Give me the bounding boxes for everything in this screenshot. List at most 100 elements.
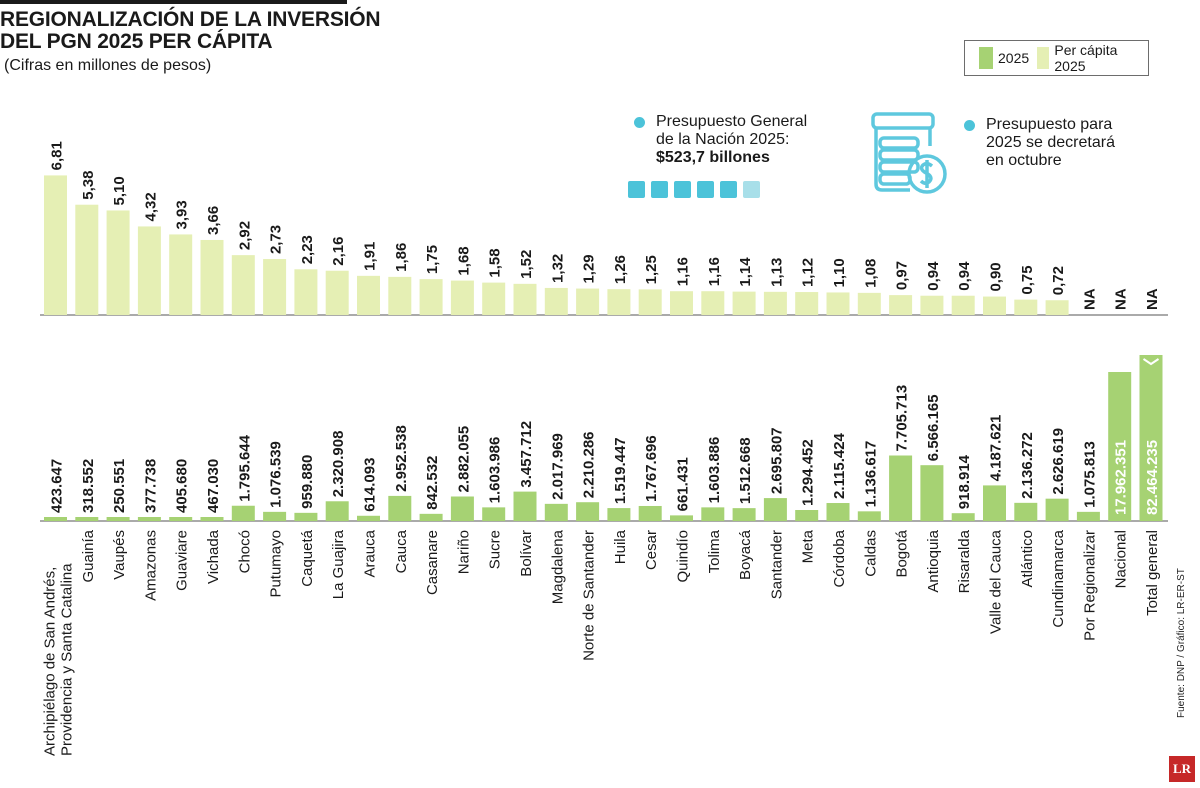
category-label: Bolívar — [518, 530, 535, 577]
percapita-bar — [826, 292, 850, 315]
total-bar — [1045, 498, 1069, 521]
percapita-bar — [75, 204, 99, 315]
total-label: 2.017.969 — [549, 433, 566, 500]
percapita-label: 1,86 — [393, 243, 410, 272]
percapita-bar — [857, 292, 881, 315]
total-label: 377.738 — [142, 459, 159, 513]
total-bar — [983, 485, 1006, 521]
total-label: 1.294.452 — [800, 439, 817, 506]
total-bar — [826, 503, 850, 521]
percapita-label: 1,52 — [518, 250, 535, 279]
total-bar — [325, 501, 349, 521]
money-jar-icon — [871, 112, 947, 194]
category-label: Guaviare — [174, 530, 191, 591]
total-label: 6.566.165 — [925, 394, 942, 461]
source-note: Fuente: DNP / Gráfico: LR-ER-ST — [1176, 568, 1187, 718]
category-label: Santander — [768, 530, 785, 599]
total-bar — [388, 495, 412, 521]
percapita-label: 0,72 — [1050, 266, 1067, 295]
percapita-bar — [1014, 299, 1038, 315]
total-label: 17.962.351 — [1113, 440, 1130, 515]
budget-square — [674, 181, 691, 198]
total-bar — [106, 517, 130, 521]
total-label: 82.464.235 — [1144, 440, 1161, 515]
percapita-label: 1,12 — [800, 258, 817, 287]
category-label: Guainía — [80, 529, 97, 582]
category-label: Amazonas — [142, 530, 159, 601]
total-bar — [701, 507, 725, 521]
budget-square — [743, 181, 760, 198]
category-label: Meta — [800, 529, 817, 563]
total-label: 2.952.538 — [393, 425, 410, 492]
total-bar — [263, 511, 287, 521]
total-label: 1.512.668 — [737, 437, 754, 504]
total-label: 1.767.696 — [643, 435, 660, 502]
percapita-label: 2,23 — [299, 235, 316, 264]
total-bar — [920, 465, 944, 521]
percapita-bar — [732, 291, 756, 315]
total-label: 467.030 — [205, 459, 222, 513]
percapita-bar — [670, 291, 693, 315]
total-label: 2.320.908 — [330, 431, 347, 498]
legend-label-percapita: Per cápita 2025 — [1054, 42, 1118, 74]
category-label: Norte de Santander — [581, 530, 598, 661]
total-bar — [482, 507, 506, 521]
total-bar — [419, 513, 443, 521]
legend: 2025 Per cápita 2025 — [964, 40, 1149, 76]
total-label: 1.519.447 — [612, 437, 629, 504]
category-label: Nariño — [455, 530, 472, 574]
total-label: 3.457.712 — [518, 421, 535, 488]
category-label: Cauca — [393, 529, 410, 573]
title-line-1: REGIONALIZACIÓN DE LA INVERSIÓN — [0, 8, 381, 31]
total-bar — [137, 517, 161, 521]
total-label: 250.551 — [111, 459, 128, 513]
percapita-label: 0,90 — [988, 262, 1005, 291]
info-decree: Presupuesto para 2025 se decretará en oc… — [964, 116, 1115, 170]
title-line-2: DEL PGN 2025 PER CÁPITA — [0, 30, 273, 53]
percapita-label: 1,16 — [706, 257, 723, 286]
percapita-bar — [1045, 300, 1069, 315]
title-rule — [0, 0, 347, 4]
total-bar — [857, 511, 881, 521]
info-decree-line-3: en octubre — [986, 152, 1062, 169]
info-pgn-value: $523,7 billones — [656, 149, 770, 166]
percapita-label: 6,81 — [49, 141, 66, 170]
total-label: 959.880 — [299, 455, 316, 509]
percapita-label: 1,75 — [424, 245, 441, 274]
percapita-label: 1,13 — [768, 258, 785, 287]
total-label: 2.210.286 — [581, 431, 598, 498]
info-pgn: Presupuesto General de la Nación 2025: $… — [634, 113, 808, 167]
percapita-bar — [325, 270, 349, 315]
total-bar — [294, 512, 318, 521]
category-label: Boyacá — [737, 529, 754, 580]
bullet-icon — [964, 120, 975, 131]
info-decree-line-1: Presupuesto para — [986, 116, 1113, 133]
total-label: 4.187.621 — [988, 415, 1005, 482]
total-label: 661.431 — [675, 457, 692, 511]
axis-break-icon — [1142, 358, 1160, 366]
percapita-bar — [701, 291, 725, 315]
total-bar — [357, 515, 380, 521]
percapita-bar — [638, 289, 662, 315]
percapita-label: 2,16 — [330, 237, 347, 266]
total-label: 7.705.713 — [894, 385, 911, 452]
total-label: 2.882.055 — [455, 426, 472, 493]
percapita-bar — [763, 291, 787, 315]
total-bar — [1108, 372, 1132, 521]
info-pgn-line-1: Presupuesto General — [656, 113, 808, 130]
total-bar — [607, 508, 631, 521]
category-label: Córdoba — [831, 529, 848, 587]
total-label: 1.136.617 — [862, 441, 879, 508]
percapita-label: 4,32 — [142, 192, 159, 221]
percapita-bar — [889, 295, 913, 315]
percapita-bar — [482, 282, 506, 315]
budget-square — [628, 181, 645, 198]
total-label: 842.532 — [424, 456, 441, 510]
total-label: 2.136.272 — [1019, 432, 1036, 499]
total-label: 2.115.424 — [831, 432, 848, 499]
total-bar — [638, 505, 662, 521]
percapita-bar — [263, 259, 287, 315]
total-bar — [169, 517, 193, 521]
category-label: La Guajira — [330, 529, 347, 599]
percapita-label: 1,10 — [831, 258, 848, 287]
